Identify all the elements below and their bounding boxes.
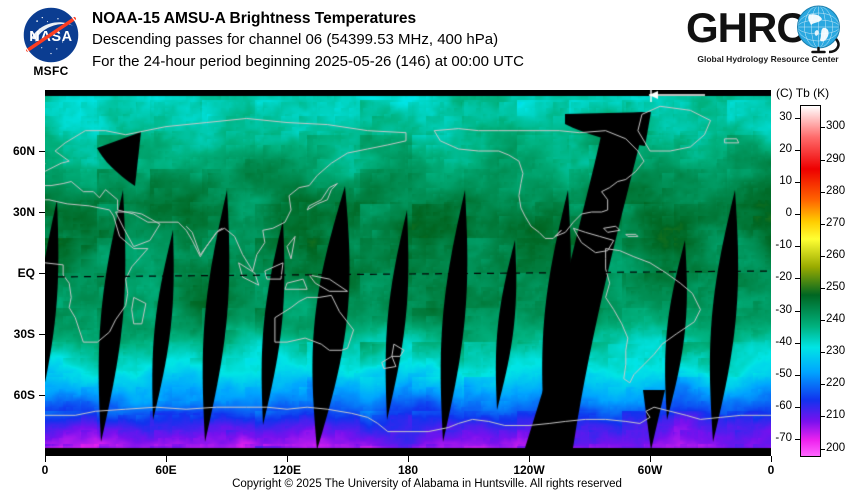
y-axis-label: 60N [12,144,35,158]
y-axis-label: 30S [13,327,35,341]
colorbar-kelvin-label: 260 [826,249,846,261]
colorbar-celsius-tick [795,375,800,376]
colorbar-kelvin-tick [820,224,825,225]
colorbar-legend: (C) Tb (K) 30 20 10 0 -10 -20 -30 -40 -50 -60 -70 3… [775,86,854,466]
colorbar-kelvin-tick [820,256,825,257]
y-axis-tick [39,273,45,274]
x-axis-label: 120E [272,463,302,477]
x-axis-tick [45,456,46,462]
colorbar-kelvin-label: 290 [826,153,846,165]
colorbar-celsius-tick [795,343,800,344]
colorbar-kelvin-tick [820,192,825,193]
colorbar-celsius-label: 20 [779,143,792,155]
y-axis-label: 60S [13,388,35,402]
ghrc-wordmark-icon: GHRC [686,4,840,54]
x-axis-label: 180 [397,463,419,477]
colorbar-kelvin-tick [820,288,825,289]
y-axis-tick [39,151,45,152]
nasa-center-label: MSFC [33,64,69,78]
colorbar-celsius-tick [795,246,800,247]
x-axis-tick [650,456,651,462]
colorbar-kelvin-label: 210 [826,409,846,421]
globe-icon [797,5,840,54]
colorbar-units-label: (C) Tb (K) [776,86,830,100]
x-axis-tick [287,456,288,462]
y-axis-label: EQ [17,266,35,280]
colorbar-kelvin-tick [820,416,825,417]
ghrc-subtitle: Global Hydrology Resource Center [697,54,839,64]
x-axis-tick [529,456,530,462]
page-subtitle-channel: Descending passes for channel 06 (54399.… [92,31,499,48]
colorbar-kelvin-tick [820,320,825,321]
map-plot-area[interactable] [45,90,771,456]
colorbar-kelvin-label: 300 [826,120,846,132]
colorbar-celsius-tick [795,407,800,408]
page-header: NASA MSFC NOAA-15 AMSU-A Brightness Temp… [0,0,854,88]
x-axis-label: 60E [155,463,177,477]
colorbar-kelvin-label: 200 [826,442,846,454]
colorbar-celsius-tick [795,311,800,312]
x-axis-label: 0 [767,463,775,477]
colorbar-celsius-tick [795,150,800,151]
ghrc-logo: GHRC Global Hydrology Resource [686,4,848,76]
x-axis-tick [408,456,409,462]
svg-text:NASA: NASA [29,29,72,45]
copyright-notice: Copyright © 2025 The University of Alaba… [232,478,622,490]
title-block: NOAA-15 AMSU-A Brightness Temperatures D… [92,8,672,73]
colorbar-kelvin-tick [820,449,825,450]
colorbar-kelvin-label: 220 [826,377,846,389]
page-subtitle-period: For the 24-hour period beginning 2025-05… [92,53,524,70]
colorbar-celsius-tick [795,214,800,215]
x-axis-label: 60W [637,463,663,477]
colorbar-gradient [801,106,820,456]
nasa-meatball-icon: NASA [22,6,80,64]
y-axis-tick [39,395,45,396]
colorbar-kelvin-label: 250 [826,281,846,293]
colorbar-celsius-label: 30 [779,111,792,123]
colorbar-celsius-label: -60 [775,400,792,412]
colorbar-celsius-label: -30 [775,304,792,316]
y-axis-label: 30N [12,205,35,219]
y-axis-tick [39,334,45,335]
colorbar-kelvin-label: 230 [826,345,846,357]
colorbar-celsius-tick [795,182,800,183]
colorbar-gradient-bar [800,105,821,457]
colorbar-celsius-label: -10 [775,239,792,251]
brightness-temperature-heatmap[interactable] [45,90,771,456]
colorbar-celsius-tick [795,439,800,440]
page-title: NOAA-15 AMSU-A Brightness Temperatures [92,10,417,27]
colorbar-kelvin-tick [820,127,825,128]
colorbar-kelvin-label: 270 [826,217,846,229]
x-axis-tick [166,456,167,462]
colorbar-celsius-label: -50 [775,368,792,380]
colorbar-celsius-label: -20 [775,271,792,283]
colorbar-celsius-label: 10 [779,175,792,187]
colorbar-kelvin-tick [820,160,825,161]
colorbar-celsius-label: 0 [785,207,792,219]
colorbar-celsius-label: -70 [775,432,792,444]
svg-text:GHRC: GHRC [686,4,806,51]
colorbar-celsius-label: -40 [775,336,792,348]
x-axis-label: 0 [41,463,49,477]
y-axis-tick [39,212,45,213]
x-axis-tick [771,456,772,462]
colorbar-kelvin-tick [820,384,825,385]
colorbar-kelvin-label: 240 [826,313,846,325]
colorbar-kelvin-label: 280 [826,185,846,197]
nasa-logo: NASA MSFC [14,6,86,82]
colorbar-celsius-tick [795,278,800,279]
x-axis-label: 120W [513,463,545,477]
colorbar-kelvin-tick [820,352,825,353]
colorbar-celsius-tick [795,118,800,119]
